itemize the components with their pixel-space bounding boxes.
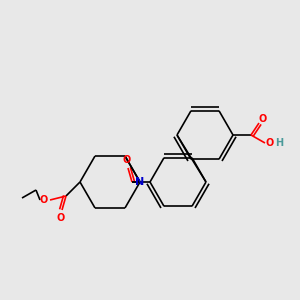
Text: O: O — [123, 155, 131, 165]
Text: O: O — [57, 213, 65, 223]
Text: N: N — [135, 177, 145, 187]
Text: O: O — [40, 195, 48, 205]
Text: O: O — [259, 114, 267, 124]
Text: H: H — [275, 138, 283, 148]
Text: O: O — [266, 138, 274, 148]
